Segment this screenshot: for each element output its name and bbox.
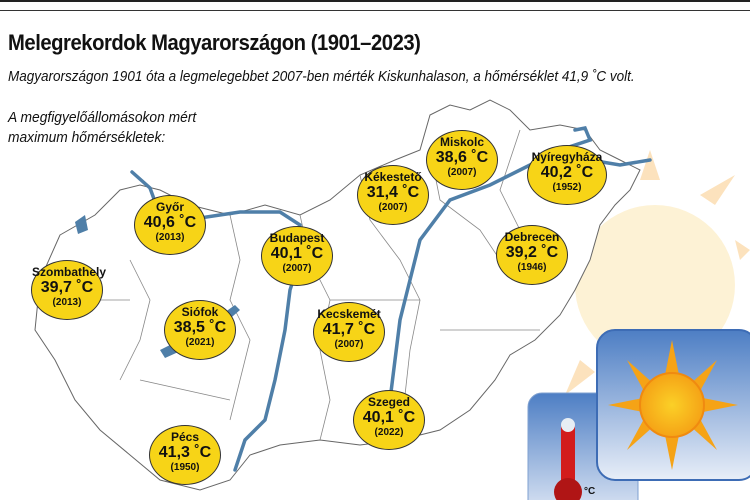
station-temp: 39,2 ˚C <box>505 244 559 261</box>
station-city: Kékestető <box>364 170 422 184</box>
station-city: Siófok <box>181 305 219 319</box>
station-temp: 38,6 ˚C <box>435 149 489 166</box>
station-year: (2013) <box>155 232 185 243</box>
thermometer-icon <box>554 418 582 500</box>
station-year: (2007) <box>378 202 408 213</box>
station-temp: 38,5 ˚C <box>173 319 227 336</box>
station-year: (2007) <box>334 339 364 350</box>
page-title: Melegrekordok Magyarországon (1901–2023) <box>8 30 421 55</box>
station-city: Budapest <box>269 231 325 245</box>
station-city: Pécs <box>170 430 200 444</box>
station-debrecen: Debrecen 39,2 ˚C (1946) <box>496 225 568 285</box>
subtitle: Magyarországon 1901 óta a legmelegebbet … <box>8 68 635 85</box>
station-city: Nyíregyháza <box>531 150 603 164</box>
station-temp: 41,3 ˚C <box>158 444 212 461</box>
station-budapest: Budapest 40,1 ˚C (2007) <box>261 226 333 286</box>
station-kekesteto: Kékestető 31,4 ˚C (2007) <box>357 165 429 225</box>
station-year: (2022) <box>374 427 404 438</box>
station-temp: 40,1 ˚C <box>362 409 416 426</box>
station-year: (1950) <box>170 462 200 473</box>
station-year: (2013) <box>52 297 82 308</box>
lead-text: A megfigyelőállomásokon mért maximum hőm… <box>8 108 196 148</box>
lead-line-1: A megfigyelőállomásokon mért <box>8 109 197 126</box>
station-nyiregyhaza: Nyíregyháza 40,2 ˚C (1952) <box>527 145 607 205</box>
thermometer-unit: °C <box>584 486 596 497</box>
lake-ferto <box>75 215 88 234</box>
hungary-outline <box>34 99 641 491</box>
station-temp: 39,7 ˚C <box>40 279 94 296</box>
station-city: Szeged <box>367 395 410 409</box>
station-siofok: Siófok 38,5 ˚C (2021) <box>164 300 236 360</box>
station-temp: 40,2 ˚C <box>540 164 594 181</box>
station-year: (1952) <box>552 182 582 193</box>
station-pecs: Pécs 41,3 ˚C (1950) <box>149 425 221 485</box>
station-temp: 31,4 ˚C <box>366 184 420 201</box>
station-szombathely: Szombathely 39,7 ˚C (2013) <box>31 260 107 320</box>
station-kecskemet: Kecskemét 41,7 ˚C (2007) <box>313 302 385 362</box>
station-miskolc: Miskolc 38,6 ˚C (2007) <box>426 130 498 190</box>
station-city: Miskolc <box>439 135 484 149</box>
lead-line-2: maximum hőmérsékletek: <box>8 129 166 146</box>
station-gyor: Győr 40,6 ˚C (2013) <box>134 195 206 255</box>
top-rule-thin <box>0 10 750 11</box>
station-city: Debrecen <box>504 230 560 244</box>
station-temp: 40,1 ˚C <box>270 245 324 262</box>
station-city: Győr <box>155 200 184 214</box>
station-szeged: Szeged 40,1 ˚C (2022) <box>353 390 425 450</box>
station-year: (1946) <box>517 262 547 273</box>
station-city: Kecskemét <box>317 307 381 321</box>
station-year: (2007) <box>447 167 477 178</box>
station-year: (2007) <box>282 263 312 274</box>
station-year: (2021) <box>185 337 215 348</box>
sun-icon <box>527 329 750 500</box>
station-temp: 41,7 ˚C <box>322 321 376 338</box>
top-rule <box>0 0 750 2</box>
river-tisza <box>388 126 593 442</box>
station-city: Szombathely <box>32 265 107 279</box>
station-temp: 40,6 ˚C <box>143 214 197 231</box>
